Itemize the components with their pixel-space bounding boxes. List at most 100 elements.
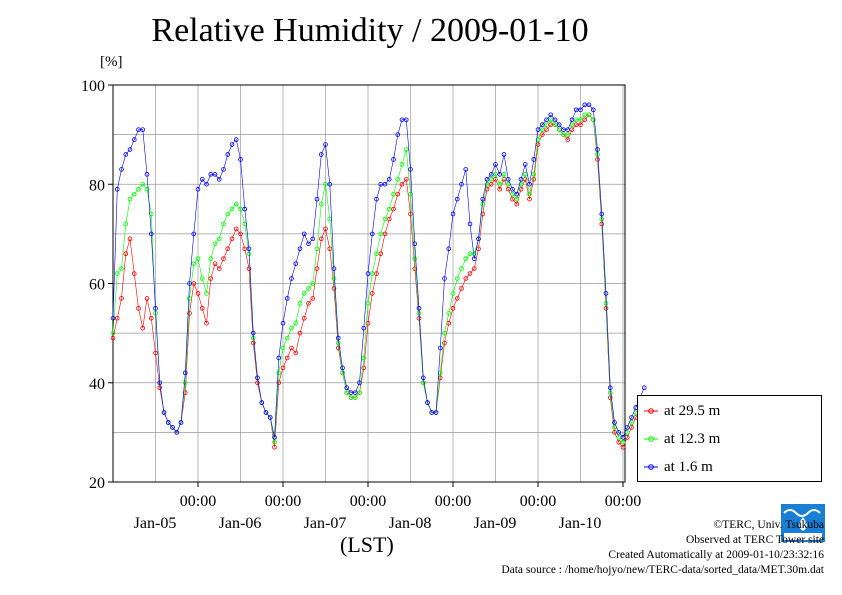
data-point	[403, 176, 409, 182]
data-point	[403, 117, 409, 123]
data-point	[318, 201, 324, 207]
data-point	[148, 315, 154, 321]
data-point	[467, 221, 473, 227]
data-point	[467, 271, 473, 276]
data-point	[578, 122, 583, 127]
data-point	[119, 296, 124, 301]
data-point	[357, 390, 362, 395]
x-tick-date-label: Jan-06	[219, 515, 262, 532]
data-point	[518, 186, 524, 192]
data-point	[510, 191, 515, 197]
data-point	[565, 127, 571, 132]
data-point	[293, 261, 299, 266]
data-point	[144, 172, 150, 177]
data-point	[306, 301, 311, 306]
data-point	[463, 276, 469, 281]
data-point	[310, 281, 316, 286]
data-point	[272, 439, 277, 445]
credits-block: ©TERC, Univ. Tsukuba Observed at TERC To…	[501, 518, 824, 578]
data-point	[259, 400, 265, 405]
data-point	[238, 157, 243, 162]
data-point	[255, 380, 260, 386]
data-point	[408, 167, 413, 172]
data-point	[157, 385, 163, 391]
data-point	[578, 117, 583, 123]
data-point	[131, 137, 137, 142]
x-axis: 00:00Jan-0500:00Jan-0600:00Jan-0700:00Ja…	[134, 482, 641, 532]
data-point	[395, 191, 401, 197]
data-point	[144, 186, 150, 192]
data-point	[191, 281, 197, 286]
data-point	[119, 167, 124, 172]
data-point	[399, 117, 405, 123]
data-point	[531, 176, 537, 182]
green-marker-icon	[644, 436, 658, 442]
data-point	[552, 122, 558, 127]
data-point	[514, 196, 520, 202]
data-point	[318, 236, 324, 242]
data-point	[459, 181, 464, 187]
grid-lines	[113, 85, 625, 482]
x-tick-date-label: Jan-05	[134, 515, 177, 532]
data-point	[289, 276, 294, 281]
data-point	[280, 365, 286, 371]
data-point	[187, 310, 192, 316]
x-tick-time-label: 00:00	[520, 493, 556, 510]
data-point	[408, 211, 413, 217]
data-point	[204, 181, 209, 187]
data-point	[140, 181, 146, 187]
data-point	[212, 261, 218, 266]
data-point	[284, 296, 290, 301]
data-point	[225, 152, 231, 157]
data-point	[361, 325, 367, 331]
data-point	[514, 191, 520, 197]
source-text: Data source : /home/hojyo/new/TERC-data/…	[501, 564, 824, 576]
data-point	[565, 137, 571, 142]
data-point	[399, 162, 405, 167]
data-point	[527, 191, 532, 197]
legend-label: at 29.5 m	[664, 402, 721, 419]
data-point	[153, 350, 158, 356]
data-point	[544, 117, 549, 123]
data-point	[442, 276, 447, 281]
data-point	[250, 335, 256, 341]
data-point	[361, 365, 367, 371]
data-point	[369, 291, 375, 296]
data-point	[165, 420, 171, 425]
x-tick-date-label: Jan-07	[304, 515, 347, 532]
x-tick-time-label: 00:00	[180, 493, 216, 510]
x-tick-time-label: 00:00	[605, 493, 641, 510]
data-point	[140, 127, 146, 132]
data-point	[420, 375, 426, 381]
data-point	[352, 390, 358, 395]
data-point	[535, 127, 541, 132]
data-point	[565, 132, 571, 137]
data-point	[493, 172, 498, 177]
data-point	[187, 296, 192, 301]
data-point	[131, 271, 137, 276]
data-point	[569, 117, 575, 123]
series-line	[112, 114, 645, 448]
x-tick-time-label: 00:00	[350, 493, 386, 510]
data-point	[582, 102, 588, 108]
data-point	[446, 246, 452, 252]
data-point	[369, 271, 375, 276]
data-point	[114, 271, 120, 276]
data-point	[148, 211, 154, 217]
data-point	[110, 330, 116, 336]
data-point	[493, 162, 498, 167]
data-point	[310, 236, 316, 242]
data-point	[463, 167, 469, 172]
data-point	[123, 221, 129, 227]
data-point	[284, 335, 290, 341]
data-point	[204, 320, 209, 326]
data-point	[335, 335, 341, 341]
data-point	[399, 181, 405, 187]
data-point	[365, 301, 371, 306]
data-point	[340, 370, 345, 376]
data-point	[522, 162, 528, 167]
data-point	[250, 330, 256, 336]
data-point	[518, 181, 524, 187]
data-point	[195, 291, 201, 296]
